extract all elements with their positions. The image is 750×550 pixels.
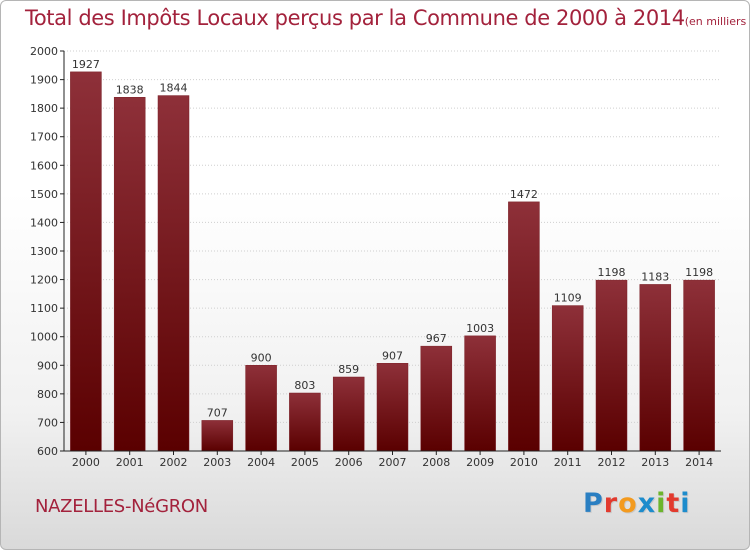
logo-letter: P (583, 488, 604, 519)
data-label: 907 (382, 349, 403, 362)
y-tick-label: 900 (37, 359, 58, 372)
logo-letter: t (666, 488, 681, 519)
x-tick-label: 2003 (203, 456, 231, 469)
y-tick-label: 700 (37, 416, 58, 429)
axes: 600 700 800 900 1000 1100 1200 1300 1400 1500 1600… (30, 45, 721, 469)
bar (595, 279, 628, 452)
y-tick-label: 800 (37, 388, 58, 401)
y-tick-label: 1700 (30, 131, 58, 144)
logo-letter: i (680, 488, 691, 519)
y-tick-label: 1000 (30, 331, 58, 344)
data-label: 1183 (641, 270, 669, 283)
y-tick-label: 1300 (30, 245, 58, 258)
y-tick-label: 1200 (30, 274, 58, 287)
logo-letter: r (603, 488, 619, 519)
x-tick-label: 2001 (116, 456, 144, 469)
y-tick-label: 1400 (30, 216, 58, 229)
bar (420, 345, 453, 452)
x-tick-label: 2009 (466, 456, 494, 469)
data-label: 1472 (510, 188, 538, 201)
bar (551, 305, 584, 452)
bar (289, 392, 321, 452)
x-tick-label: 2000 (72, 456, 100, 469)
data-label: 1003 (466, 322, 494, 335)
y-tick-label: 1500 (30, 188, 58, 201)
x-tick-label: 2008 (422, 456, 450, 469)
x-tick-label: 2012 (598, 456, 626, 469)
data-label: 1844 (160, 82, 188, 95)
x-tick-label: 2006 (335, 456, 363, 469)
data-label: 1198 (685, 266, 713, 279)
data-label: 1109 (554, 292, 582, 305)
bar (683, 279, 715, 452)
x-tick-label: 2005 (291, 456, 319, 469)
bar (464, 335, 496, 452)
logo-letter: i (656, 488, 667, 519)
bar (70, 71, 102, 452)
bar (376, 363, 409, 452)
bar (508, 201, 540, 452)
y-tick-label: 1900 (30, 74, 58, 87)
data-label: 707 (207, 406, 228, 419)
proxiti-logo: Proxiti (583, 488, 691, 519)
x-tick-label: 2007 (379, 456, 407, 469)
x-tick-label: 2013 (641, 456, 669, 469)
data-label: 803 (294, 379, 315, 392)
bar (332, 376, 365, 452)
bar (113, 97, 146, 452)
logo-letter: o (618, 488, 638, 519)
logo-letter: x (637, 488, 657, 519)
x-tick-label: 2002 (160, 456, 188, 469)
y-tick-label: 1100 (30, 302, 58, 315)
data-label: 900 (251, 351, 272, 364)
x-tick-label: 2014 (685, 456, 713, 469)
data-label: 967 (426, 332, 447, 345)
x-tick-label: 2011 (554, 456, 582, 469)
data-label: 1838 (116, 83, 144, 96)
data-label: 1927 (72, 58, 100, 71)
y-tick-label: 600 (37, 445, 58, 458)
bar (639, 284, 672, 452)
bars: 1927 1838 1844 707 900 803 859 907 967 1003 1472 11… (70, 58, 715, 452)
bar (201, 420, 234, 452)
x-tick-label: 2004 (247, 456, 275, 469)
y-tick-label: 1600 (30, 159, 58, 172)
bar (245, 365, 277, 452)
bar (157, 95, 190, 452)
chart-title: Total des Impôts Locaux perçus par la Co… (25, 6, 749, 30)
data-label: 859 (338, 363, 359, 376)
y-tick-label: 2000 (30, 45, 58, 58)
title-text: Total des Impôts Locaux perçus par la Co… (25, 6, 685, 30)
data-label: 1198 (598, 266, 626, 279)
title-unit: (en milliers d'€) (684, 15, 749, 28)
y-tick-label: 1800 (30, 102, 58, 115)
commune-name: NAZELLES-NéGRON (35, 496, 208, 517)
x-tick-label: 2010 (510, 456, 538, 469)
